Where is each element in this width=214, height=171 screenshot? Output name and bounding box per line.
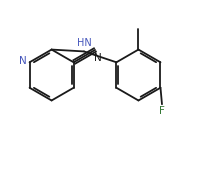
Text: N: N [95, 52, 102, 63]
Text: HN: HN [77, 38, 91, 48]
Text: N: N [19, 56, 27, 66]
Text: F: F [159, 106, 165, 116]
